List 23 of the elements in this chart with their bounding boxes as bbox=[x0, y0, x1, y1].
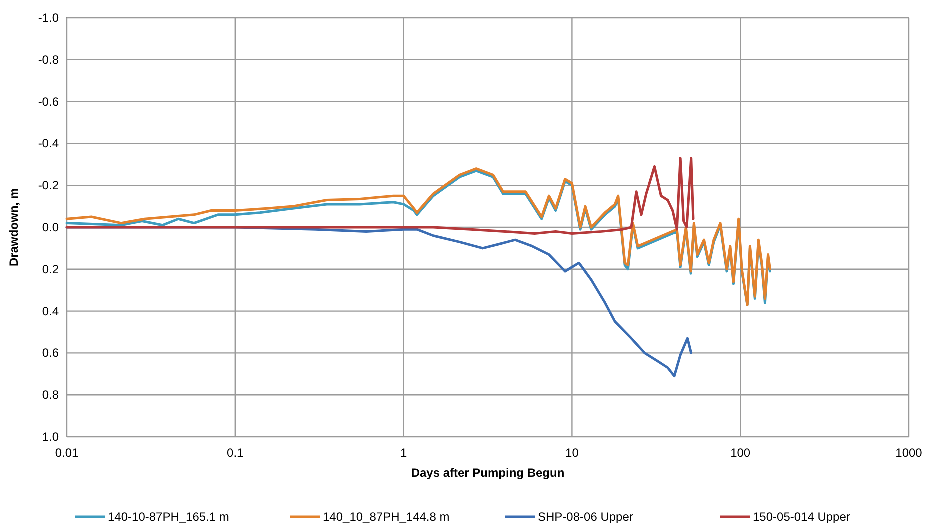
y-tick-label: 1.0 bbox=[42, 430, 60, 444]
y-tick-label: -1.0 bbox=[38, 11, 60, 25]
y-tick-label: 0.0 bbox=[42, 220, 60, 234]
x-tick-label: 0.01 bbox=[55, 446, 79, 460]
legend-label: 140_10_87PH_144.8 m bbox=[323, 510, 450, 524]
x-tick-label: 100 bbox=[730, 446, 751, 460]
x-tick-label: 10 bbox=[566, 446, 580, 460]
y-tick-label: -0.2 bbox=[38, 178, 60, 193]
y-tick-label: 0.6 bbox=[42, 346, 60, 360]
x-axis-title: Days after Pumping Begun bbox=[411, 466, 565, 480]
y-tick-label: 0.8 bbox=[42, 388, 60, 402]
legend-label: SHP-08-06 Upper bbox=[538, 510, 634, 524]
y-tick-label: -0.6 bbox=[38, 94, 60, 109]
x-tick-label: 1000 bbox=[896, 446, 923, 460]
x-tick-label: 1 bbox=[400, 446, 408, 460]
legend-label: 140-10-87PH_165.1 m bbox=[108, 510, 230, 524]
legend-label: 150-05-014 Upper bbox=[753, 510, 850, 524]
y-tick-label: -0.8 bbox=[38, 52, 60, 67]
y-tick-label: 0.4 bbox=[42, 304, 60, 318]
y-tick-label: -0.4 bbox=[38, 136, 60, 151]
y-tick-label: 0.2 bbox=[42, 262, 60, 276]
x-tick-label: 0.1 bbox=[227, 446, 244, 460]
y-axis-title: Drawdown, m bbox=[7, 188, 21, 267]
